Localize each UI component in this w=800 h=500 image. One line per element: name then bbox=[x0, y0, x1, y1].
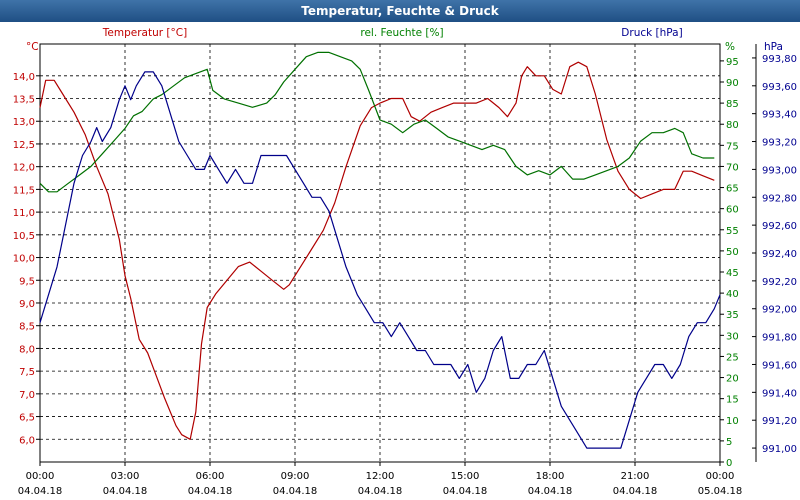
unit-pressure: hPa bbox=[764, 41, 783, 53]
legend-humidity: rel. Feuchte [%] bbox=[360, 27, 443, 39]
tick-label-temperature: 10,0 bbox=[13, 254, 35, 265]
legend-temperature: Temperatur [°C] bbox=[102, 27, 187, 39]
tick-label-temperature: 12,5 bbox=[13, 140, 35, 151]
series-line-pressure bbox=[39, 71, 721, 449]
tick-label-humidity: 35 bbox=[726, 310, 739, 321]
tick-label-pressure: 991,20 bbox=[762, 416, 797, 427]
tick-label-humidity: 70 bbox=[726, 162, 739, 173]
unit-humidity: % bbox=[725, 41, 735, 53]
tick-label-temperature: 14,0 bbox=[13, 72, 35, 83]
tick-label-temperature: 12,0 bbox=[13, 163, 35, 174]
series-line-temperature bbox=[39, 61, 715, 440]
tick-label-date: 05.04.18 bbox=[698, 486, 743, 497]
tick-label-pressure: 993,00 bbox=[762, 165, 797, 176]
unit-temperature: °C bbox=[26, 41, 39, 53]
tick-label-date: 04.04.18 bbox=[273, 486, 318, 497]
tick-label-date: 04.04.18 bbox=[103, 486, 148, 497]
tick-label-pressure: 993,40 bbox=[762, 110, 797, 121]
axes-layer: 6,0 6,5 7,0 7,5 8,0 8,5 9,0 9,5 10,0 10,5 11,0 11,5… bbox=[13, 44, 797, 497]
tick-label-humidity: 5 bbox=[726, 437, 732, 448]
tick-label-pressure: 993,20 bbox=[762, 138, 797, 149]
series-line-humidity bbox=[39, 51, 715, 193]
tick-label-temperature: 7,0 bbox=[19, 390, 35, 401]
tick-label-temperature: 7,5 bbox=[19, 367, 35, 378]
tick-label-time: 03:00 bbox=[111, 471, 140, 482]
tick-label-humidity: 20 bbox=[726, 374, 739, 385]
legend-pressure: Druck [hPa] bbox=[621, 27, 682, 39]
tick-label-pressure: 991,00 bbox=[762, 444, 797, 455]
tick-label-time: 21:00 bbox=[621, 471, 650, 482]
tick-label-time: 15:00 bbox=[451, 471, 480, 482]
tick-label-time: 00:00 bbox=[26, 471, 55, 482]
tick-label-humidity: 10 bbox=[726, 416, 739, 427]
tick-label-temperature: 9,5 bbox=[19, 276, 35, 287]
tick-label-temperature: 8,0 bbox=[19, 344, 35, 355]
tick-label-humidity: 85 bbox=[726, 99, 739, 110]
tick-label-humidity: 75 bbox=[726, 141, 739, 152]
tick-label-humidity: 30 bbox=[726, 331, 739, 342]
tick-label-temperature: 8,5 bbox=[19, 322, 35, 333]
tick-label-humidity: 65 bbox=[726, 184, 739, 195]
tick-label-humidity: 55 bbox=[726, 226, 739, 237]
tick-label-date: 04.04.18 bbox=[613, 486, 658, 497]
tick-label-humidity: 0 bbox=[726, 458, 732, 469]
tick-label-temperature: 11,5 bbox=[13, 185, 35, 196]
tick-label-pressure: 991,80 bbox=[762, 333, 797, 344]
tick-label-temperature: 10,5 bbox=[13, 231, 35, 242]
tick-label-pressure: 992,60 bbox=[762, 221, 797, 232]
tick-label-pressure: 992,40 bbox=[762, 249, 797, 260]
tick-label-humidity: 60 bbox=[726, 205, 739, 216]
tick-label-pressure: 993,80 bbox=[762, 54, 797, 65]
tick-label-humidity: 95 bbox=[726, 57, 739, 68]
series-layer bbox=[39, 51, 721, 449]
chart-title: Temperatur, Feuchte & Druck bbox=[0, 0, 800, 22]
tick-label-time: 18:00 bbox=[536, 471, 565, 482]
tick-label-humidity: 40 bbox=[726, 289, 739, 300]
tick-label-humidity: 90 bbox=[726, 78, 739, 89]
tick-label-pressure: 993,60 bbox=[762, 82, 797, 93]
tick-label-temperature: 9,0 bbox=[19, 299, 35, 310]
tick-label-time: 09:00 bbox=[281, 471, 310, 482]
tick-label-time: 00:00 bbox=[706, 471, 735, 482]
tick-label-date: 04.04.18 bbox=[528, 486, 573, 497]
tick-label-pressure: 992,80 bbox=[762, 193, 797, 204]
tick-label-temperature: 13,0 bbox=[13, 117, 35, 128]
tick-label-pressure: 991,40 bbox=[762, 388, 797, 399]
tick-label-pressure: 992,00 bbox=[762, 305, 797, 316]
grid-lines bbox=[40, 44, 720, 462]
tick-label-humidity: 80 bbox=[726, 120, 739, 131]
tick-label-humidity: 45 bbox=[726, 268, 739, 279]
tick-label-temperature: 11,0 bbox=[13, 208, 35, 219]
tick-label-date: 04.04.18 bbox=[443, 486, 488, 497]
tick-label-time: 06:00 bbox=[196, 471, 225, 482]
tick-label-date: 04.04.18 bbox=[358, 486, 403, 497]
tick-label-humidity: 15 bbox=[726, 395, 739, 406]
tick-label-date: 04.04.18 bbox=[18, 486, 63, 497]
tick-label-humidity: 50 bbox=[726, 247, 739, 258]
tick-label-temperature: 6,0 bbox=[19, 435, 35, 446]
tick-label-temperature: 13,5 bbox=[13, 95, 35, 106]
tick-label-humidity: 25 bbox=[726, 352, 739, 363]
tick-label-pressure: 991,60 bbox=[762, 360, 797, 371]
tick-label-pressure: 992,20 bbox=[762, 277, 797, 288]
tick-label-time: 12:00 bbox=[366, 471, 395, 482]
tick-label-temperature: 6,5 bbox=[19, 413, 35, 424]
tick-label-date: 04.04.18 bbox=[188, 486, 233, 497]
